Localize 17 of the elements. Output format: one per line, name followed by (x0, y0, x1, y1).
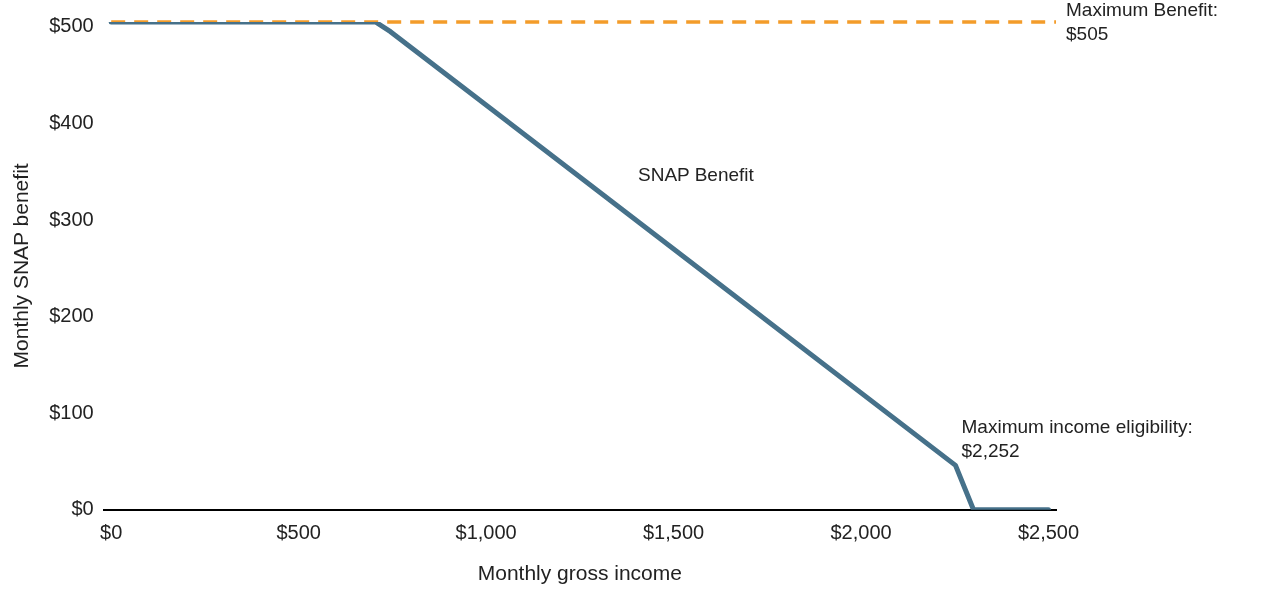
y-tick-label: $500 (49, 14, 94, 37)
x-tick-label: $1,500 (642, 521, 705, 544)
y-axis-title: Monthly SNAP benefit (9, 163, 33, 369)
y-tick-label: $0 (71, 497, 94, 520)
x-tick-label: $2,500 (1017, 521, 1080, 544)
annotation: Maximum income eligibility: $2,252 (961, 416, 1193, 462)
y-tick-label: $300 (49, 207, 94, 230)
x-tick-label: $1,000 (455, 521, 517, 544)
series-label: SNAP Benefit (638, 163, 755, 185)
x-tick-label: $0 (100, 521, 123, 544)
x-axis-title: Monthly gross income (477, 561, 682, 585)
y-tick-label: $100 (49, 400, 94, 423)
x-tick-label: $2,000 (830, 521, 892, 544)
y-tick-label: $400 (49, 110, 94, 133)
ref-line-label: Maximum Benefit: $505 (1066, 0, 1219, 44)
x-tick-label: $500 (276, 521, 321, 544)
y-tick-label: $200 (49, 304, 94, 327)
